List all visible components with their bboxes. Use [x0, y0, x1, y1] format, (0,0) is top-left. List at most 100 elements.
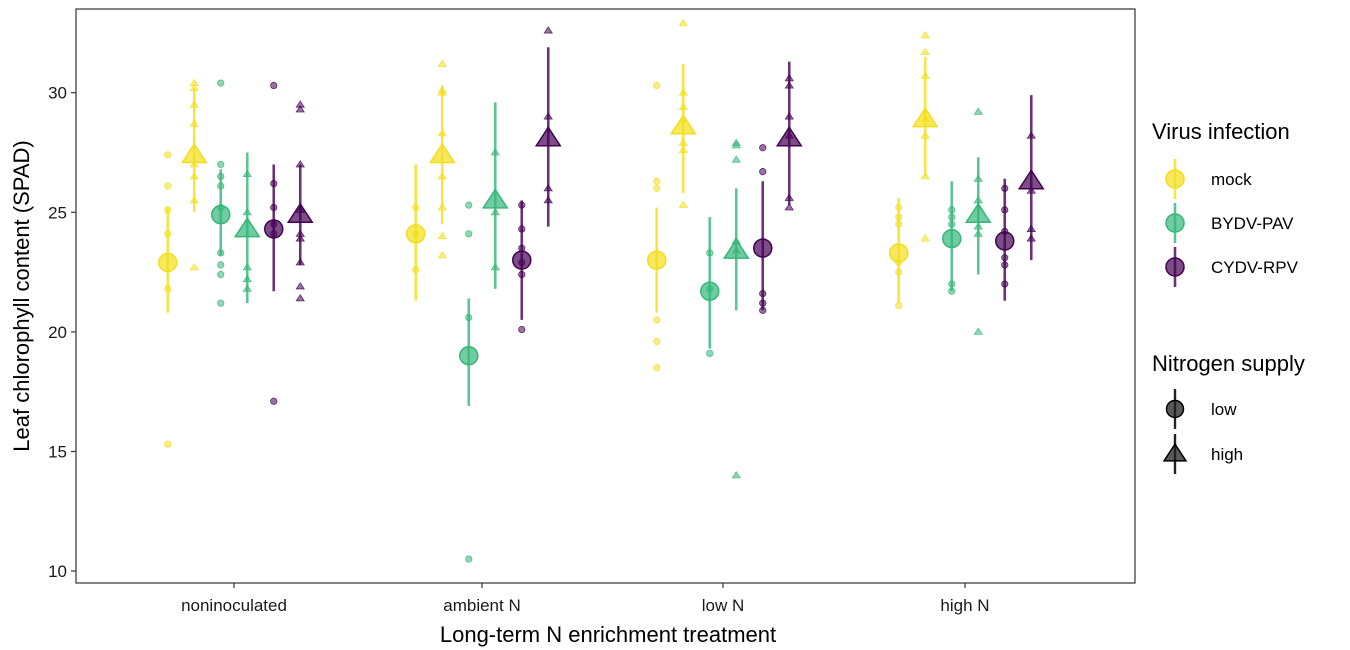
data-point: [189, 262, 199, 271]
mean-point: [753, 238, 773, 258]
mean-point: [995, 231, 1015, 251]
group-BYDV-PAV-low: [459, 201, 479, 563]
panel-border: [75, 8, 1136, 584]
data-point: [920, 30, 930, 39]
data-point: [295, 282, 305, 290]
data-point: [706, 349, 714, 357]
legend-label: BYDV-PAV: [1211, 214, 1294, 233]
data-point: [653, 184, 661, 192]
data-point: [653, 316, 661, 324]
mean-point: [669, 114, 697, 135]
mean-point: [775, 125, 803, 147]
data-point: [465, 201, 473, 209]
group-BYDV-PAV-high: [233, 152, 261, 304]
data-point: [217, 79, 225, 87]
data-point: [653, 177, 661, 185]
data-marks: [158, 19, 1045, 563]
group-CYDV-RPV-low: [753, 144, 773, 314]
data-point: [518, 325, 526, 334]
group-CYDV-RPV-high: [775, 61, 803, 211]
y-tick-label: 25: [48, 203, 67, 222]
group-mock-high: [911, 30, 939, 242]
legend-label: mock: [1211, 170, 1252, 189]
data-point: [217, 160, 225, 169]
x-tick-label: noninoculated: [181, 596, 287, 615]
mean-point: [964, 202, 992, 223]
data-point: [543, 26, 553, 34]
mean-point: [700, 281, 720, 301]
y-tick-label: 20: [48, 323, 67, 342]
legend-title-virus: Virus infection: [1152, 119, 1290, 144]
group-BYDV-PAV-high: [722, 138, 750, 479]
x-tick-label: low N: [702, 596, 745, 615]
legend-label: high: [1211, 445, 1243, 464]
group-mock-low: [647, 81, 667, 372]
data-point: [973, 107, 983, 115]
mean-point: [1017, 169, 1045, 190]
legend-swatch: [1165, 169, 1185, 189]
data-point: [437, 251, 447, 259]
mean-point: [942, 228, 962, 249]
x-tick-label: high N: [940, 596, 989, 615]
group-mock-high: [180, 78, 208, 271]
data-point: [295, 105, 305, 113]
data-point: [270, 397, 278, 405]
data-point: [731, 471, 741, 479]
mean-point: [233, 216, 261, 238]
data-point: [678, 200, 688, 209]
data-point: [270, 81, 278, 90]
group-BYDV-PAV-low: [942, 181, 962, 295]
data-point: [465, 230, 473, 238]
mean-point: [534, 125, 562, 147]
y-tick-label: 15: [48, 442, 67, 461]
data-point: [653, 81, 661, 90]
group-BYDV-PAV-high: [481, 102, 509, 289]
data-point: [759, 144, 767, 152]
data-point: [465, 555, 473, 563]
legend-label: CYDV-RPV: [1211, 258, 1299, 277]
data-point: [437, 59, 447, 67]
mean-point: [459, 346, 479, 366]
group-CYDV-RPV-high: [1017, 95, 1045, 261]
group-mock-high: [669, 19, 697, 209]
mean-point: [647, 250, 667, 270]
y-tick-label: 10: [48, 562, 67, 581]
mean-point: [406, 224, 426, 244]
y-axis-title: Leaf chlorophyll content (SPAD): [9, 140, 34, 451]
group-BYDV-PAV-high: [964, 107, 992, 335]
data-point: [164, 182, 172, 190]
group-CYDV-RPV-low: [995, 178, 1015, 301]
group-BYDV-PAV-low: [211, 79, 231, 307]
data-point: [920, 47, 930, 55]
mean-point: [911, 106, 939, 128]
legend-label: low: [1211, 400, 1237, 419]
x-tick-label: ambient N: [443, 596, 520, 615]
data-point: [895, 301, 903, 310]
mean-point: [481, 188, 509, 209]
legend-swatch: [1162, 442, 1188, 462]
data-point: [784, 203, 794, 211]
group-mock-low: [889, 197, 909, 310]
data-point: [437, 231, 447, 240]
mean-point: [211, 204, 231, 225]
data-point: [217, 270, 225, 279]
legend-title-nitrogen: Nitrogen supply: [1152, 351, 1305, 376]
mean-point: [264, 219, 284, 239]
y-axis: 10 15 20 25 30: [48, 84, 76, 581]
mean-point: [158, 252, 178, 273]
legend-swatch: [1165, 399, 1185, 419]
group-mock-low: [158, 151, 178, 448]
mean-point: [722, 238, 750, 259]
data-point: [164, 151, 172, 159]
mean-point: [428, 142, 456, 164]
data-point: [295, 294, 305, 302]
mean-point: [286, 202, 314, 223]
mean-point: [512, 250, 532, 270]
group-mock-low: [406, 164, 426, 301]
data-point: [217, 299, 225, 307]
legend-swatch: [1165, 257, 1185, 277]
legend-color-items: mock BYDV-PAV CYDV-RPV: [1165, 159, 1299, 287]
data-point: [164, 440, 172, 448]
group-CYDV-RPV-high: [286, 100, 314, 302]
